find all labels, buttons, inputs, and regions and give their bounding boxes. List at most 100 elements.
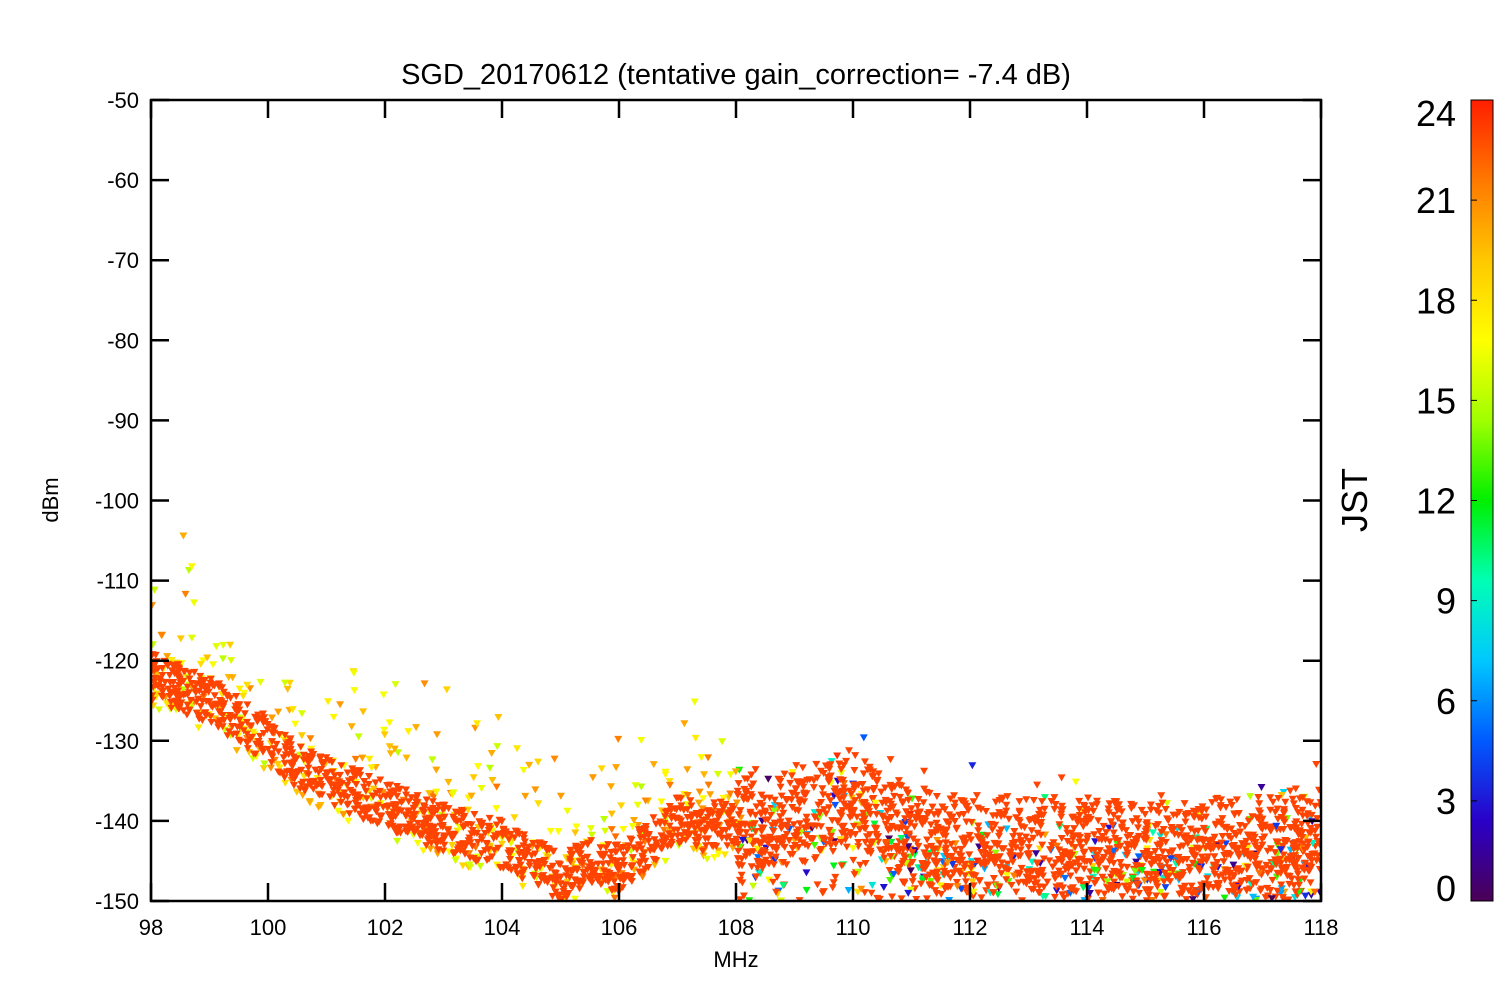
noise-point (1016, 846, 1025, 854)
baseline-point (1274, 795, 1283, 803)
baseline-point (1066, 885, 1075, 893)
baseline-point (170, 670, 179, 678)
baseline-point (529, 840, 538, 848)
baseline-point (909, 873, 918, 881)
baseline-point (1214, 818, 1223, 826)
baseline-point (1132, 862, 1141, 870)
noise-point (771, 888, 780, 896)
noise-point (920, 767, 929, 775)
baseline-point (516, 857, 525, 865)
noise-point (731, 768, 740, 776)
baseline-point (866, 810, 875, 818)
baseline-point (870, 824, 879, 832)
baseline-point (675, 815, 684, 823)
noise-point (612, 764, 621, 772)
baseline-point (1132, 815, 1141, 823)
baseline-point (1266, 794, 1275, 802)
baseline-point (802, 818, 811, 826)
baseline-point (1146, 806, 1155, 814)
baseline-point (680, 821, 689, 829)
noise-point (1272, 873, 1281, 881)
baseline-point (1151, 871, 1160, 879)
noise-point (485, 764, 494, 772)
noise-point (904, 843, 913, 851)
baseline-point (514, 844, 523, 852)
baseline-point (1022, 796, 1031, 804)
baseline-point (761, 816, 770, 824)
noise-point (1079, 884, 1088, 892)
noise-point (339, 811, 348, 819)
noise-point (531, 786, 540, 794)
baseline-point (783, 824, 792, 832)
baseline-point (881, 784, 890, 792)
baseline-point (235, 701, 244, 709)
noise-point (297, 710, 306, 718)
baseline-point (1315, 866, 1321, 874)
baseline-point (537, 875, 546, 883)
baseline-point (280, 760, 289, 768)
baseline-point (620, 861, 629, 869)
noise-point (380, 731, 389, 739)
noise-point (1066, 872, 1075, 880)
baseline-point (304, 764, 313, 772)
baseline-point (982, 808, 991, 816)
noise-point (432, 788, 441, 796)
baseline-point (619, 857, 628, 865)
baseline-point (408, 823, 417, 831)
baseline-point (1012, 888, 1021, 896)
baseline-point (1218, 833, 1227, 841)
noise-point (1307, 891, 1316, 899)
noise-point (867, 889, 876, 897)
baseline-point (884, 845, 893, 853)
baseline-point (1279, 825, 1288, 833)
baseline-point (913, 809, 922, 817)
baseline-point (997, 870, 1006, 878)
baseline-point (211, 700, 220, 708)
y-tick-label: -110 (97, 569, 139, 594)
baseline-point (383, 782, 392, 790)
baseline-point (1294, 855, 1303, 863)
noise-point (818, 785, 827, 793)
noise-point (795, 820, 804, 828)
noise-point (857, 885, 866, 893)
baseline-point (490, 847, 499, 855)
baseline-point (1069, 887, 1078, 895)
baseline-point (540, 860, 549, 868)
baseline-point (524, 844, 533, 852)
baseline-point (192, 680, 201, 688)
baseline-point (253, 718, 262, 726)
noise-point (1255, 869, 1264, 877)
baseline-point (794, 807, 803, 815)
baseline-point (346, 786, 355, 794)
noise-point (248, 728, 257, 736)
baseline-point (942, 818, 951, 826)
noise-point (754, 854, 763, 862)
baseline-point (326, 776, 335, 784)
baseline-point (1118, 819, 1127, 827)
baseline-point (1092, 855, 1101, 863)
baseline-point (644, 837, 653, 845)
baseline-point (531, 850, 540, 858)
baseline-point (484, 826, 493, 834)
baseline-point (267, 752, 276, 760)
noise-point (349, 669, 358, 677)
noise-point (451, 857, 460, 865)
baseline-point (1298, 834, 1307, 842)
noise-point (1050, 794, 1059, 802)
baseline-point (1128, 895, 1137, 901)
baseline-point (950, 869, 959, 877)
baseline-point (413, 819, 422, 827)
baseline-point (886, 852, 895, 860)
baseline-point (1179, 842, 1188, 850)
baseline-point (504, 836, 513, 844)
noise-point (1315, 841, 1321, 849)
baseline-point (477, 836, 486, 844)
baseline-point (1137, 806, 1146, 814)
baseline-point (964, 807, 973, 815)
noise-point (965, 851, 974, 859)
baseline-point (156, 675, 165, 683)
baseline-point (729, 840, 738, 848)
baseline-point (1155, 809, 1164, 817)
baseline-point (360, 778, 369, 786)
noise-point (385, 743, 394, 751)
